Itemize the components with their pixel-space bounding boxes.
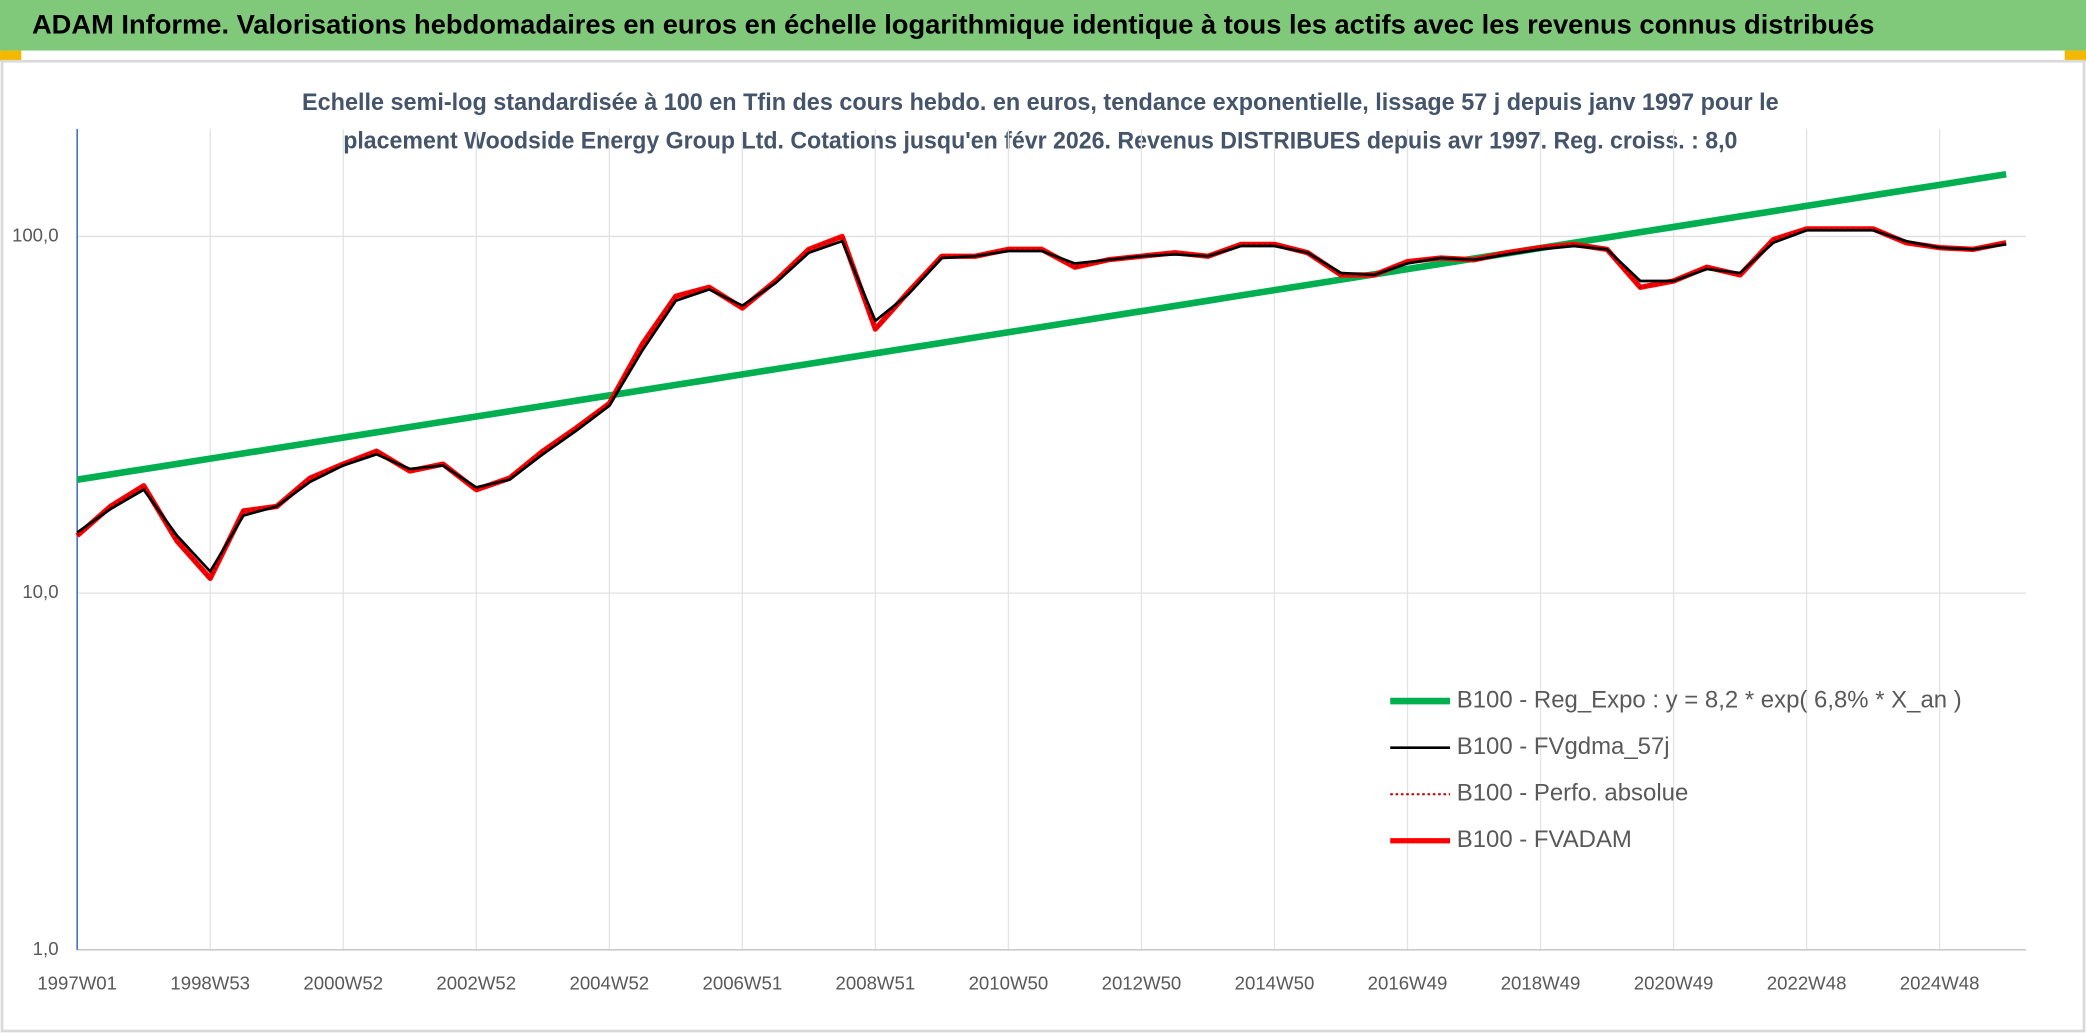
x-tick-label: 2018W49	[1501, 972, 1581, 993]
x-tick-label: 2010W50	[969, 972, 1049, 993]
x-tick-label: 1997W01	[37, 972, 117, 993]
x-tick-label: 2024W48	[1900, 972, 1980, 993]
x-tick-label: 2008W51	[836, 972, 916, 993]
x-tick-label: 2012W50	[1102, 972, 1182, 993]
chart-title: Echelle semi-log standardisée à 100 en T…	[302, 89, 1779, 116]
series-line	[76, 170, 2007, 483]
x-tick-label: 2006W51	[703, 972, 783, 993]
header-title: ADAM Informe. Valorisations hebdomadaire…	[32, 10, 1875, 40]
frame	[0, 59, 2086, 1033]
chart-title: placement Woodside Energy Group Ltd. Cot…	[343, 128, 1737, 155]
corner	[0, 50, 22, 62]
x-tick-label: 2014W50	[1235, 972, 1315, 993]
legend-label: B100 - Perfo. absolue	[1457, 780, 1689, 807]
y-tick-label: 10,0	[22, 581, 58, 602]
x-tick-label: 2000W52	[303, 972, 383, 993]
y-tick-label: 1,0	[33, 938, 59, 959]
y-tick-label: 100,0	[12, 224, 59, 245]
x-tick-label: 2004W52	[569, 972, 649, 993]
x-tick-label: 2022W48	[1767, 972, 1847, 993]
x-tick-label: 2020W49	[1634, 972, 1714, 993]
series-line	[76, 229, 2007, 573]
corner	[2064, 50, 2086, 62]
legend-label: B100 - Reg_Expo : y = 8,2 * exp( 6,8% * …	[1457, 686, 1962, 713]
x-tick-label: 2002W52	[436, 972, 516, 993]
x-tick-label: 2016W49	[1368, 972, 1448, 993]
legend-label: B100 - FVgdma_57j	[1457, 733, 1670, 760]
header-bar	[0, 0, 2086, 51]
x-tick-label: 1998W53	[170, 972, 250, 993]
legend-label: B100 - FVADAM	[1457, 826, 1632, 853]
